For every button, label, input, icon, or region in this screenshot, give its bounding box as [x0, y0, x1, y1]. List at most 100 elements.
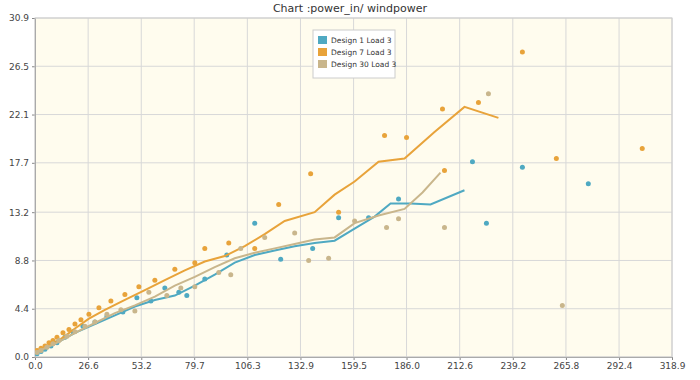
tick: 0.0	[28, 357, 43, 371]
series-line	[35, 190, 464, 353]
point	[442, 168, 447, 173]
tick-label: 239.2	[500, 361, 526, 371]
point	[352, 218, 357, 223]
tick: 30.9	[9, 13, 35, 23]
point	[484, 221, 489, 226]
tick: 4.4	[15, 304, 35, 314]
grid-line	[565, 18, 566, 357]
grid-line	[247, 18, 248, 357]
grid-line	[512, 18, 513, 357]
plot-frame	[35, 18, 672, 357]
point	[44, 345, 49, 350]
point	[336, 210, 341, 215]
point	[238, 246, 243, 251]
point	[442, 225, 447, 230]
grid-line	[300, 18, 301, 357]
tick: 22.1	[9, 110, 35, 120]
point	[278, 257, 283, 262]
point	[520, 165, 525, 170]
background	[0, 0, 700, 380]
point	[72, 322, 77, 327]
point	[252, 246, 257, 251]
tick-label: 106.3	[235, 361, 261, 371]
tick: 318.9	[660, 357, 686, 371]
point	[104, 312, 109, 317]
legend-label: Design 30 Load 3	[331, 60, 397, 69]
point	[146, 290, 151, 295]
tick-label: 8.8	[15, 256, 30, 266]
point	[164, 293, 169, 298]
point	[38, 348, 43, 353]
tick-label: 4.4	[15, 304, 30, 314]
point	[108, 299, 113, 304]
point	[292, 231, 297, 236]
point	[122, 292, 127, 297]
point	[118, 307, 123, 312]
point	[178, 285, 183, 290]
point	[66, 327, 71, 332]
point	[172, 267, 177, 272]
tick-label: 26.5	[9, 62, 29, 72]
point	[60, 330, 65, 335]
point	[396, 197, 401, 202]
point	[92, 319, 97, 324]
axis-line	[36, 358, 673, 361]
grid-line	[141, 18, 142, 357]
point	[184, 293, 189, 298]
data-layer	[35, 50, 645, 357]
grid-line	[194, 18, 195, 357]
grid-line	[619, 18, 620, 357]
tick: 79.7	[185, 357, 205, 371]
point	[476, 100, 481, 105]
legend-item: Design 7 Load 3	[318, 48, 392, 57]
point	[228, 272, 233, 277]
point	[132, 308, 137, 313]
point	[306, 258, 311, 263]
grid-line	[35, 162, 672, 163]
plot-area	[35, 18, 672, 357]
series-line	[35, 173, 440, 353]
tick: 132.9	[288, 357, 314, 371]
legend-swatch	[318, 60, 327, 68]
tick: 186.0	[394, 357, 420, 371]
tick-label: 186.0	[394, 361, 420, 371]
point	[262, 235, 267, 240]
tick-label: 318.9	[660, 361, 686, 371]
legend-item: Design 30 Load 3	[318, 60, 397, 69]
legend-item: Design 1 Load 3	[318, 36, 392, 45]
point	[192, 284, 197, 289]
point	[336, 215, 341, 220]
legend-swatch	[318, 48, 327, 56]
point	[384, 225, 389, 230]
point	[586, 181, 591, 186]
tick-label: 212.6	[447, 361, 473, 371]
tick: 106.3	[235, 357, 261, 371]
point	[554, 156, 559, 161]
grid-line	[459, 18, 460, 357]
grid	[35, 18, 672, 357]
point	[136, 284, 141, 289]
tick: 26.6	[79, 357, 99, 371]
legend-label: Design 1 Load 3	[331, 36, 392, 45]
point	[308, 171, 313, 176]
grid-line	[35, 114, 672, 115]
tick-label: 265.8	[554, 361, 580, 371]
tick-label: 26.6	[79, 361, 99, 371]
tick-label: 53.2	[132, 361, 152, 371]
point	[176, 290, 181, 295]
point	[96, 305, 101, 310]
point	[152, 278, 157, 283]
tick-label: 292.4	[607, 361, 633, 371]
point	[486, 91, 491, 96]
tick-label: 13.2	[9, 208, 29, 218]
legend-box	[313, 30, 395, 78]
point	[64, 334, 69, 339]
tick: 292.4	[607, 357, 633, 371]
series-line	[35, 107, 498, 351]
point	[276, 202, 281, 207]
point	[326, 256, 331, 261]
point	[86, 312, 91, 317]
point	[50, 341, 55, 346]
tick-label: 159.5	[341, 361, 367, 371]
tick: 159.5	[341, 357, 367, 371]
